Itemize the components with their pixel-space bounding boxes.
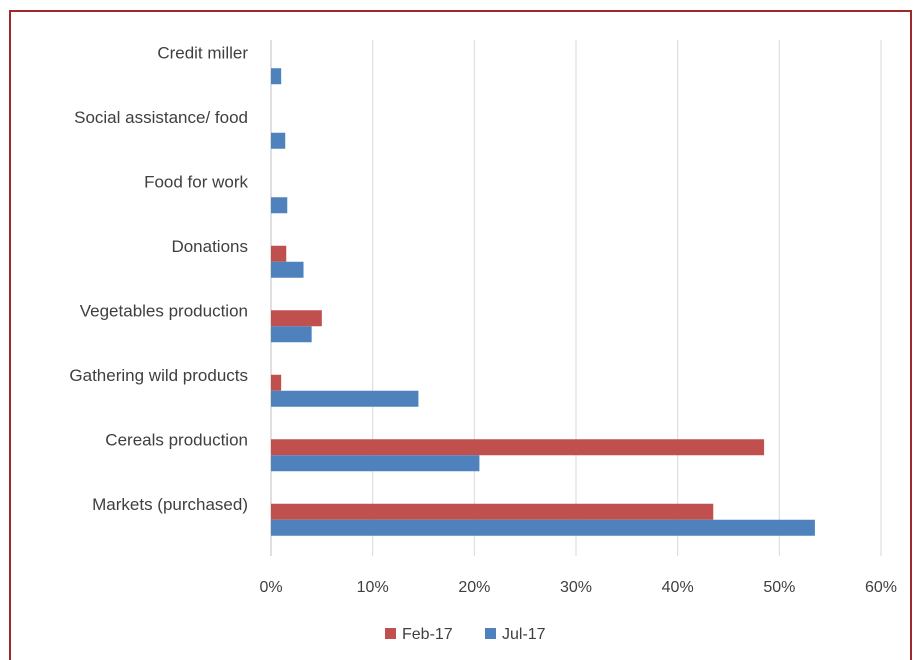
bar-feb-17 (271, 439, 765, 456)
category-label: Vegetables production (80, 301, 248, 320)
category-label: Donations (171, 237, 248, 256)
tick-label: 60% (865, 579, 897, 596)
legend-swatch (485, 628, 496, 639)
chart-frame (9, 10, 912, 660)
tick-label: 0% (259, 579, 282, 596)
bar-feb-17 (271, 503, 714, 520)
category-label: Markets (purchased) (92, 495, 248, 514)
bar-feb-17 (271, 245, 287, 262)
bar-feb-17 (271, 310, 322, 327)
tick-label: 50% (763, 579, 795, 596)
bars (271, 68, 815, 536)
bar-feb-17 (271, 374, 282, 391)
category-label: Social assistance/ food (74, 108, 248, 127)
category-label: Credit miller (157, 43, 248, 62)
legend-swatch (385, 628, 396, 639)
category-label: Cereals production (105, 430, 248, 449)
tick-label: 10% (357, 579, 389, 596)
gridlines (270, 40, 882, 556)
category-labels: Credit miller Social assistance/ food Food… (69, 43, 248, 514)
legend-label: Jul-17 (502, 626, 546, 643)
bar-jul-17 (271, 132, 286, 149)
tick-label: 40% (662, 579, 694, 596)
bar-jul-17 (271, 326, 312, 343)
bar-jul-17 (271, 455, 480, 472)
bar-jul-17 (271, 519, 815, 536)
tick-label: 20% (458, 579, 490, 596)
bar-jul-17 (271, 197, 288, 214)
bar-jul-17 (271, 68, 282, 85)
category-label: Food for work (144, 172, 248, 191)
legend-label: Feb-17 (402, 626, 453, 643)
bar-jul-17 (271, 261, 304, 278)
tick-labels: 0% 10% 20% 30% 40% 50% 60% (259, 579, 897, 596)
tick-label: 30% (560, 579, 592, 596)
category-label: Gathering wild products (69, 366, 248, 385)
legend: Feb-17 Jul-17 (385, 626, 546, 643)
bar-jul-17 (271, 390, 419, 407)
